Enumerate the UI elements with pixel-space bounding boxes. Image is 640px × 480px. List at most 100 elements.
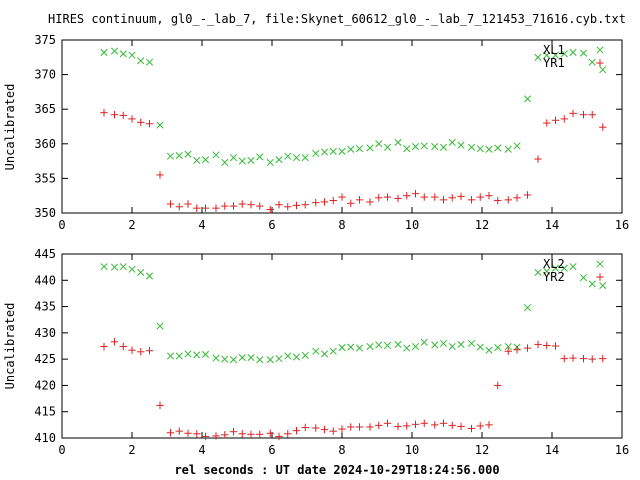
top-xl1-point <box>292 154 301 162</box>
top-yr1-point <box>366 198 374 206</box>
bottom-xl2-point <box>403 344 411 352</box>
top-yr1-point <box>394 194 402 203</box>
point-stroke <box>420 142 428 150</box>
bottom-yr2-point <box>266 429 274 437</box>
top-xl1-point <box>166 152 175 160</box>
top-xl1-point <box>551 51 560 59</box>
top-yr1-point <box>312 198 320 207</box>
bottom-xl2-point <box>212 354 220 362</box>
point-stroke <box>266 158 274 167</box>
top-xl1-point <box>375 140 383 148</box>
bottom-yr2-point <box>201 432 210 441</box>
top-yr1-point <box>193 204 201 212</box>
top-yr1-point <box>329 196 337 205</box>
x-axis-label: rel seconds : UT date 2024-10-29T18:24:5… <box>174 463 499 477</box>
bottom-yr2-point <box>238 430 246 438</box>
point-stroke <box>229 154 238 162</box>
point-stroke <box>411 342 420 351</box>
top-xl1-point <box>221 158 229 167</box>
point-stroke <box>193 156 201 164</box>
top-xl1-point <box>256 153 264 161</box>
point-stroke <box>221 355 229 363</box>
bottom-yr2-point <box>256 430 264 439</box>
point-stroke <box>457 141 465 149</box>
point-stroke <box>560 264 568 272</box>
point-stroke <box>431 341 439 349</box>
top-xl1-point <box>467 143 476 151</box>
bottom-yr2-point <box>476 422 484 430</box>
point-stroke <box>569 48 577 57</box>
top-xtick-label: 4 <box>198 218 205 232</box>
top-xl1-point <box>543 51 551 59</box>
point-stroke <box>201 156 210 164</box>
bottom-yr2-point <box>247 430 255 439</box>
bottom-ytick-label: 440 <box>34 273 56 287</box>
bottom-xl2-point <box>579 274 588 282</box>
point-stroke <box>366 144 374 152</box>
bottom-yr2-point <box>166 429 175 437</box>
bottom-xl2-point <box>347 343 355 351</box>
top-yr1-point <box>275 200 283 209</box>
point-stroke <box>523 95 532 103</box>
top-yr1-point <box>156 171 164 179</box>
point-stroke <box>513 142 521 150</box>
bottom-plot-area: 410 415 420 425 430 435 440 445 0 2 4 6 8 10 12 14 16 <box>34 247 629 457</box>
top-yr1-point <box>221 202 229 210</box>
point-stroke <box>329 147 337 155</box>
point-stroke <box>494 144 502 152</box>
bottom-yr2-point <box>221 431 229 439</box>
point-stroke <box>383 143 392 151</box>
bottom-legend-label-yr2: YR2 <box>543 270 565 284</box>
point-stroke <box>485 346 493 354</box>
top-yr1-point <box>569 109 577 118</box>
bottom-ytick-label: 425 <box>34 352 56 366</box>
point-stroke <box>229 356 238 364</box>
bottom-xl2-point <box>411 342 420 351</box>
bottom-xl2-point <box>420 338 428 346</box>
top-xl1-point <box>184 150 192 158</box>
point-stroke <box>383 341 392 350</box>
bottom-xl2-point <box>467 339 476 347</box>
bottom-xl2-point <box>256 356 264 364</box>
bottom-xl2-point <box>375 341 383 349</box>
top-xtick-label: 6 <box>268 218 275 232</box>
bottom-yr2-point <box>485 421 493 429</box>
bottom-yr2-point <box>588 355 596 363</box>
top-ytick-label: 355 <box>34 171 56 185</box>
bottom-ytick-label: 410 <box>34 431 56 445</box>
bottom-yr2-point <box>448 421 456 430</box>
point-stroke <box>119 50 127 58</box>
bottom-xl2-point <box>485 346 493 354</box>
point-stroke <box>599 66 607 74</box>
top-yr1-point <box>513 194 521 202</box>
top-legend: XL1 YR1 <box>543 43 604 70</box>
top-xl1-point <box>457 141 465 149</box>
bottom-xl2-point <box>523 304 532 312</box>
bottom-yr2-point <box>457 422 465 431</box>
point-stroke <box>476 343 484 351</box>
top-xl1-point <box>355 145 364 153</box>
point-stroke <box>439 143 448 151</box>
bottom-legend-marker-yr2 <box>596 273 604 281</box>
top-xl1-point <box>193 156 201 164</box>
bottom-xl2-point <box>193 351 201 359</box>
top-yr1-point <box>338 193 346 201</box>
point-stroke <box>569 263 577 271</box>
point-stroke <box>184 150 192 158</box>
bottom-xl2-point <box>560 264 568 272</box>
bottom-yr2-point <box>431 421 439 429</box>
top-yr1-point <box>266 205 274 214</box>
point-stroke <box>494 344 502 352</box>
bottom-xl2-point <box>355 344 364 352</box>
point-stroke <box>110 47 119 55</box>
point-stroke <box>193 351 201 359</box>
bottom-yr2-point <box>275 432 283 441</box>
top-yr1-point <box>411 189 420 198</box>
bottom-xl2-point <box>457 340 465 348</box>
point-stroke <box>312 149 320 158</box>
top-xl1-point <box>560 50 568 58</box>
bottom-yr2-point <box>599 354 607 363</box>
bottom-xl2-point <box>100 263 108 271</box>
bottom-yr2-point <box>394 422 402 431</box>
